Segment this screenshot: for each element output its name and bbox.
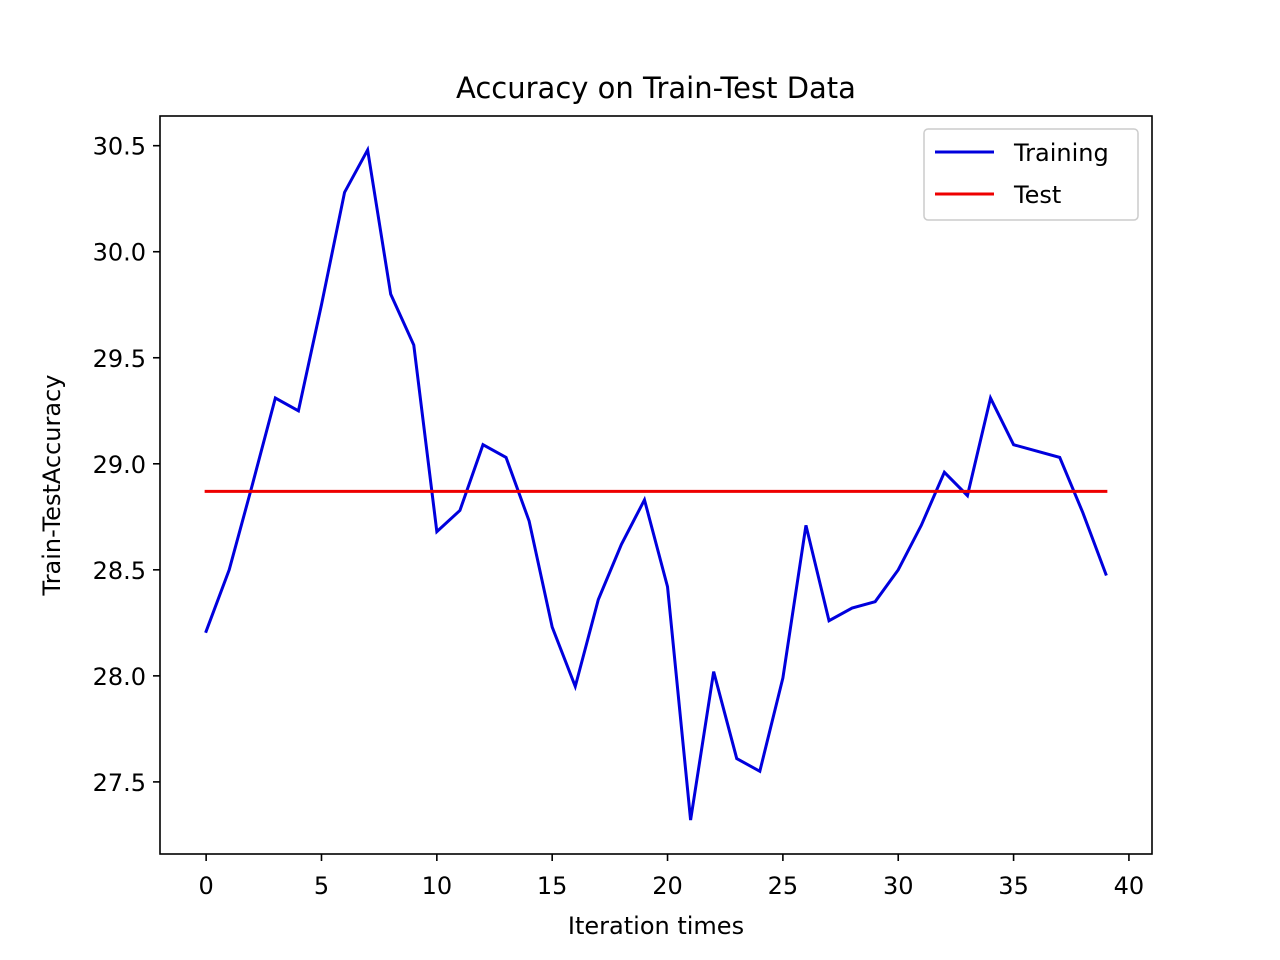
- x-axis-title: Iteration times: [568, 912, 744, 940]
- y-tick-label: 29.5: [93, 345, 146, 373]
- plot-area: [204, 145, 1108, 821]
- legend-label-training: Training: [1013, 139, 1109, 167]
- x-tick-label: 0: [198, 872, 213, 900]
- x-tick-label: 35: [998, 872, 1029, 900]
- y-tick-label: 27.5: [93, 769, 146, 797]
- y-tick-label: 28.0: [93, 663, 146, 691]
- y-axis: 27.5 28.0 28.5 29.0 29.5 30.0 30.5: [93, 133, 160, 797]
- x-tick-label: 5: [314, 872, 329, 900]
- y-tick-label: 30.5: [93, 133, 146, 161]
- plot-frame: [159, 115, 1153, 855]
- x-tick-label: 30: [883, 872, 914, 900]
- legend-label-test: Test: [1013, 181, 1061, 209]
- x-tick-label: 15: [537, 872, 568, 900]
- y-tick-label: 29.0: [93, 451, 146, 479]
- x-tick-label: 40: [1114, 872, 1145, 900]
- x-axis: 0 5 10 15 20 25 30 35 40: [198, 854, 1144, 900]
- legend: Training Test: [923, 128, 1139, 221]
- x-tick-label: 20: [652, 872, 683, 900]
- y-tick-label: 28.5: [93, 557, 146, 585]
- x-tick-label: 25: [768, 872, 799, 900]
- y-axis-title: Train-TestAccuracy: [38, 375, 66, 597]
- y-tick-label: 30.0: [93, 239, 146, 267]
- chart-title: Accuracy on Train-Test Data: [456, 71, 856, 105]
- series-line-training: [204, 145, 1108, 821]
- x-tick-label: 10: [422, 872, 453, 900]
